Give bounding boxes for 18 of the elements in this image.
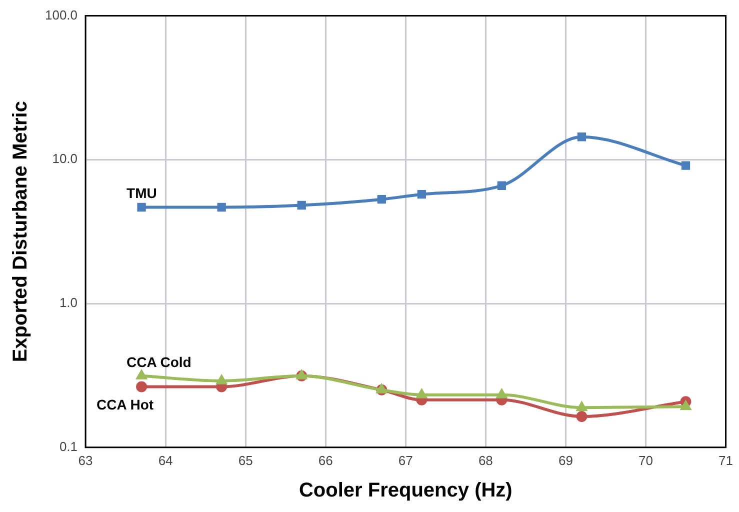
x-axis-title: Cooler Frequency (Hz) (298, 480, 512, 502)
x-tick-label: 63 (78, 452, 93, 468)
series-label: CCA Hot (96, 396, 154, 413)
series-label: CCA Cold (126, 354, 192, 370)
x-tick-label: 68 (478, 452, 493, 468)
x-tick-label: 71 (718, 452, 734, 468)
y-tick-label: 100.0 (44, 7, 78, 22)
y-tick-label: 0.1 (59, 438, 78, 454)
x-tick-label: 66 (318, 452, 333, 468)
y-tick-label: 10.0 (52, 151, 78, 166)
y-axis-title: Exported Disturbane Metric (10, 101, 32, 362)
series-label: TMU (126, 185, 157, 202)
x-tick-label: 69 (558, 452, 573, 468)
y-tick-label: 1.0 (59, 295, 78, 310)
x-tick-label: 65 (238, 452, 253, 468)
x-tick-label: 64 (158, 452, 173, 468)
x-tick-label: 70 (638, 452, 653, 468)
x-tick-label: 67 (398, 452, 413, 468)
